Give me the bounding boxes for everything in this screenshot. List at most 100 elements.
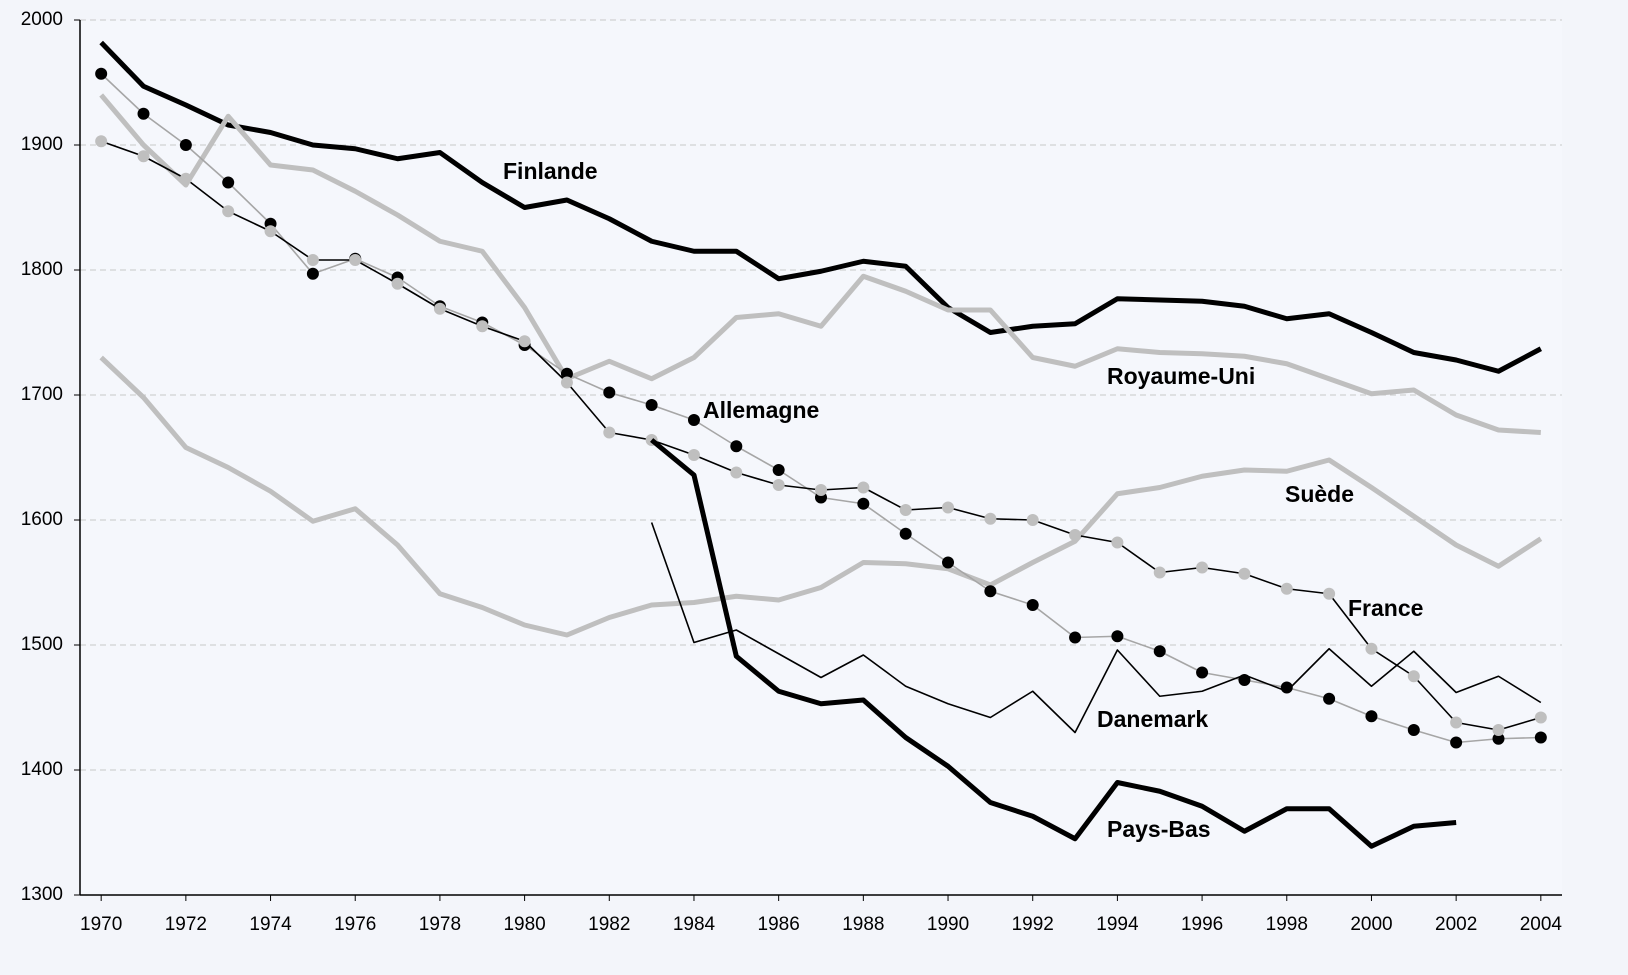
series-line (650, 522, 1542, 734)
marker (349, 254, 362, 266)
plot-area (80, 20, 1562, 895)
x-tick-label: 1996 (1181, 914, 1223, 935)
marker (730, 466, 743, 479)
marker (1323, 587, 1336, 600)
x-tick-label: 1986 (758, 914, 800, 935)
marker (95, 67, 108, 80)
marker (1026, 599, 1039, 611)
marker (857, 497, 870, 510)
marker (179, 172, 192, 185)
x-tick-label: 1984 (673, 914, 716, 935)
x-tick-label: 1980 (503, 914, 545, 935)
marker (518, 335, 531, 348)
marker (899, 527, 912, 540)
marker (1492, 732, 1505, 745)
marker (1069, 529, 1082, 541)
marker (1534, 731, 1547, 744)
x-tick-label: 2002 (1435, 914, 1477, 935)
marker (1196, 666, 1209, 679)
x-tick-label: 1988 (842, 914, 884, 935)
marker (645, 399, 658, 411)
marker (1407, 670, 1420, 683)
series-label: Finlande (503, 158, 598, 184)
marker (1534, 711, 1547, 724)
marker (137, 107, 150, 120)
series-line (650, 438, 1457, 849)
x-tick-label: 1998 (1266, 914, 1308, 935)
marker (687, 449, 700, 461)
marker (391, 277, 404, 290)
marker (1450, 736, 1463, 749)
marker (857, 481, 870, 494)
y-tick-label: 1600 (21, 509, 63, 530)
y-tick-label: 1300 (21, 884, 63, 905)
marker (264, 225, 277, 238)
marker (95, 135, 108, 148)
marker (137, 150, 150, 163)
marker (1323, 692, 1336, 705)
marker (603, 386, 616, 399)
y-tick-label: 2000 (21, 9, 63, 30)
x-tick-label: 1978 (419, 914, 461, 935)
marker (815, 484, 827, 496)
x-tick-label: 1994 (1096, 914, 1139, 935)
y-tick-label: 1500 (21, 634, 63, 655)
marker (1407, 724, 1420, 736)
marker (476, 320, 489, 333)
series-label: Pays-Bas (1107, 816, 1211, 842)
marker (772, 464, 785, 476)
x-tick-label: 1970 (80, 914, 122, 935)
marker (560, 367, 573, 380)
marker (1026, 514, 1039, 526)
marker (179, 139, 192, 151)
page: 1300 1400 1500 1600 1700 1800 1900 2000 1970 1972… (20, 9, 1563, 936)
marker (687, 414, 700, 426)
marker (1153, 645, 1166, 658)
x-tick-label: 1972 (165, 914, 207, 935)
series-label: France (1348, 595, 1423, 621)
x-tick-label: 2004 (1520, 914, 1563, 935)
marker (1153, 566, 1166, 579)
marker (772, 479, 785, 491)
x-tick-label: 2000 (1350, 914, 1392, 935)
y-tick-label: 1700 (21, 384, 63, 405)
marker (1069, 631, 1082, 644)
y-tick-label: 1400 (21, 759, 63, 780)
y-tick-label: 1800 (21, 259, 63, 280)
x-tick-label: 1992 (1012, 914, 1054, 935)
marker (222, 205, 235, 218)
chart: 1300 1400 1500 1600 1700 1800 1900 2000 1970 1972… (20, 9, 1563, 936)
marker (1365, 642, 1378, 655)
y-tick-label: 1900 (21, 134, 63, 155)
marker (433, 302, 446, 315)
marker (306, 267, 319, 280)
marker (942, 556, 955, 569)
series-label: Suède (1285, 481, 1354, 507)
marker (1111, 536, 1124, 549)
marker (984, 585, 997, 598)
marker (984, 512, 997, 525)
x-tick-label: 1990 (927, 914, 969, 935)
marker (306, 254, 319, 266)
marker (899, 504, 912, 516)
marker (1111, 630, 1124, 643)
marker (1238, 567, 1251, 580)
marker (1492, 724, 1505, 736)
marker (603, 426, 616, 439)
series-label: Royaume-Uni (1107, 363, 1255, 389)
x-tick-label: 1974 (249, 914, 292, 935)
x-tick-label: 1976 (334, 914, 376, 935)
x-tick-label: 1982 (588, 914, 630, 935)
marker (1450, 716, 1463, 729)
series-line (99, 355, 1543, 638)
series-line (99, 40, 1543, 374)
series-line (99, 93, 1541, 435)
marker (1196, 561, 1209, 574)
marker (730, 440, 743, 453)
marker (560, 376, 573, 389)
series-label: Danemark (1097, 706, 1208, 732)
marker (222, 176, 235, 189)
series-label: Allemagne (703, 397, 819, 423)
marker (942, 501, 955, 514)
marker (1280, 582, 1293, 595)
